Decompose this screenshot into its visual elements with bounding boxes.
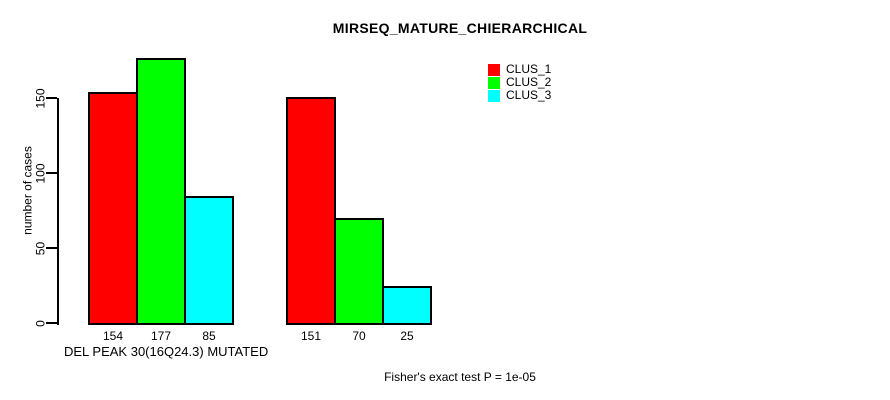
y-axis-tick <box>46 247 57 249</box>
bar-value-label: 25 <box>400 329 414 343</box>
legend-item-clus-3: CLUS_3 <box>488 89 551 102</box>
bar-clus_3-group-1 <box>184 195 234 325</box>
y-axis-tick <box>46 97 57 99</box>
y-axis-tick-label: 0 <box>33 320 48 327</box>
legend-item-clus-2: CLUS_2 <box>488 76 551 89</box>
x-group-label: DEL PEAK 30(16Q24.3) MUTATED <box>64 344 269 359</box>
y-axis-line <box>57 98 59 325</box>
bar-clus_3-group-2 <box>382 285 432 325</box>
legend-label: CLUS_3 <box>506 88 552 102</box>
legend-label: CLUS_1 <box>506 62 552 76</box>
legend-label: CLUS_2 <box>506 75 552 89</box>
bar-value-label: 151 <box>300 329 322 343</box>
bar-clus_2-group-1 <box>136 57 186 325</box>
bar-clus_2-group-2 <box>334 218 384 325</box>
bar-value-label: 70 <box>352 329 366 343</box>
bar-value-label: 177 <box>150 329 172 343</box>
legend-swatch-green <box>488 76 500 89</box>
stat-test-footnote: Fisher's exact test P = 1e-05 <box>384 370 536 384</box>
bar-clus_1-group-2 <box>286 96 336 325</box>
bar-value-label: 154 <box>102 329 124 343</box>
bar-clus_1-group-1 <box>88 92 138 325</box>
y-axis-tick <box>46 172 57 174</box>
y-axis-tick-label: 50 <box>33 241 48 256</box>
y-axis-tick-label: 150 <box>33 88 48 109</box>
chart-title: MIRSEQ_MATURE_CHIERARCHICAL <box>332 20 588 36</box>
legend-item-clus-1: CLUS_1 <box>488 63 551 76</box>
y-axis-tick-label: 100 <box>33 163 48 184</box>
legend-swatch-cyan <box>488 89 500 102</box>
bar-value-label: 85 <box>202 329 216 343</box>
legend-swatch-red <box>488 63 500 76</box>
y-axis-tick <box>46 322 57 324</box>
legend: CLUS_1 CLUS_2 CLUS_3 <box>488 63 551 102</box>
